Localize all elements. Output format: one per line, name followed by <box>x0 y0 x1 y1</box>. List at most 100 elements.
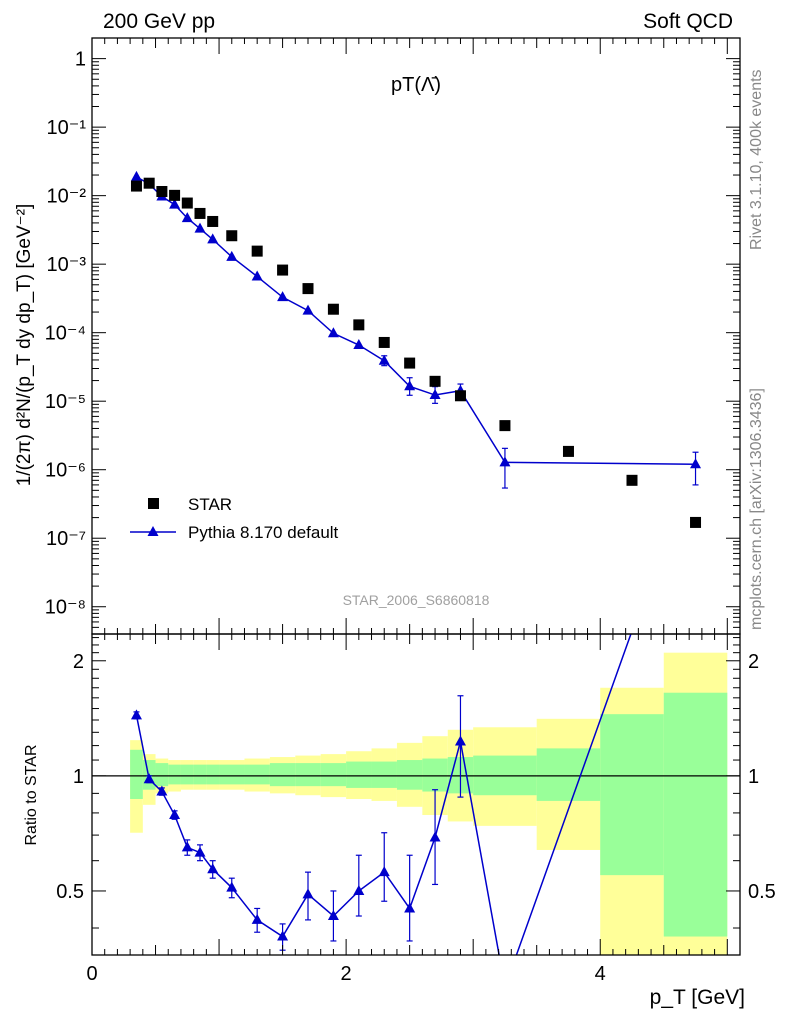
stat-uncertainty-band <box>219 764 245 785</box>
ratio-point <box>169 809 181 820</box>
mc-line <box>136 176 696 466</box>
ratio-frame <box>91 633 741 956</box>
ratio-y-tick-label: 1 <box>73 766 84 788</box>
y-tick-label: 10⁻⁸ <box>45 597 86 619</box>
ratio-point <box>327 910 339 921</box>
x-tick-label: 4 <box>595 963 606 985</box>
data-point <box>454 390 466 402</box>
stat-uncertainty-band <box>536 748 601 801</box>
data-point <box>226 230 238 242</box>
stat-uncertainty-band <box>295 763 321 787</box>
y-tick-label: 10⁻¹ <box>47 117 87 139</box>
stat-uncertainty-band <box>422 758 448 792</box>
data-point <box>562 445 574 457</box>
y-tick-label: 10⁻⁶ <box>45 460 86 482</box>
ratio-content <box>92 634 740 955</box>
y-tick-label: 10⁻³ <box>47 254 87 276</box>
data-point <box>404 357 416 369</box>
ratio-point <box>194 846 206 857</box>
data-point <box>302 283 314 295</box>
ratio-point <box>454 735 466 746</box>
ratio-point <box>251 913 263 924</box>
mc-point <box>378 354 390 365</box>
data-point <box>626 474 638 486</box>
mc-point <box>169 198 181 209</box>
ratio-point <box>277 930 289 941</box>
data-point <box>378 336 390 348</box>
mc-point <box>181 212 193 223</box>
rivet-label: Rivet 3.1.10, 400k events <box>748 69 765 250</box>
data-point <box>277 264 289 276</box>
stat-uncertainty-band <box>269 763 296 787</box>
stat-uncertainty-band <box>193 764 207 785</box>
ratio-point <box>404 902 416 913</box>
stat-uncertainty-band <box>600 714 664 876</box>
mc-point <box>353 339 365 350</box>
ratio-point <box>130 709 142 720</box>
mcplots-label: mcplots.cern.ch [arXiv:1306.3436] <box>748 388 765 630</box>
stat-uncertainty-band <box>244 764 270 785</box>
ratio-y-tick-label: 2 <box>73 651 84 673</box>
mc-point <box>404 380 416 391</box>
legend-label-mc: Pythia 8.170 default <box>188 523 339 542</box>
main-ylabel: 1/(2π) d²N/(p_T dy dp_T) [GeV⁻²] <box>14 204 35 487</box>
data-point <box>353 319 365 331</box>
stat-uncertainty-band <box>180 764 194 785</box>
y-tick-label: 10⁻² <box>47 186 87 208</box>
stat-uncertainty-band <box>371 761 397 788</box>
ratio-y-tick-label-right: 0.5 <box>748 881 776 903</box>
mc-point <box>251 270 263 281</box>
ratio-y-tick-label: 0.5 <box>56 881 84 903</box>
stat-uncertainty-band <box>155 763 169 787</box>
mc-point <box>226 250 238 261</box>
ratio-point <box>226 881 238 892</box>
ratio-point <box>429 831 441 842</box>
legend-marker-star <box>148 498 159 509</box>
ratio-point <box>353 884 365 895</box>
y-tick-label: 10⁻⁴ <box>45 323 86 345</box>
y-tick-label: 10⁻⁵ <box>45 391 86 413</box>
stat-uncertainty-band <box>320 763 347 787</box>
ratio-ylabel: Ratio to STAR <box>23 744 40 845</box>
x-axis-label: p_T [GeV] <box>650 986 745 1009</box>
data-point <box>429 375 441 387</box>
mc-point <box>690 458 702 469</box>
watermark: STAR_2006_S6860818 <box>343 592 490 608</box>
mc-point <box>207 233 219 244</box>
header-left: 200 GeV pp <box>103 10 215 33</box>
mc-point <box>499 456 511 467</box>
data-point <box>143 177 155 189</box>
data-point <box>327 303 339 315</box>
stat-uncertainty-band <box>346 761 372 788</box>
mc-series <box>130 170 702 489</box>
legend-label-star: STAR <box>188 495 232 514</box>
mc-point <box>277 291 289 302</box>
x-tick-label: 0 <box>86 963 97 985</box>
stat-uncertainty-band <box>168 764 181 785</box>
data-point <box>207 215 219 227</box>
main-panel: 10⁻⁸ 10⁻⁷ 10⁻⁶ 10⁻⁵ 10⁻⁴ 10⁻³ 10⁻² 10⁻¹ 1 <box>45 37 741 635</box>
data-point <box>156 185 168 197</box>
mc-point <box>194 222 206 233</box>
x-tick-label: 2 <box>341 963 352 985</box>
ratio-point <box>181 841 193 852</box>
ratio-point <box>378 866 390 877</box>
data-point <box>499 420 511 432</box>
ratio-point <box>207 863 219 874</box>
main-title: pT(Λ̄) <box>391 74 441 96</box>
ratio-y-tick-label-right: 1 <box>748 766 759 788</box>
mc-point <box>302 304 314 315</box>
data-point <box>194 207 206 219</box>
data-point <box>130 180 142 192</box>
data-point <box>251 245 263 257</box>
stat-uncertainty-band <box>206 764 220 785</box>
ratio-point <box>143 773 155 784</box>
mc-point <box>327 327 339 338</box>
header-right: Soft QCD <box>643 10 733 33</box>
y-tick-label: 10⁻⁷ <box>46 528 86 550</box>
stat-uncertainty-band <box>663 692 728 937</box>
stat-uncertainty-band <box>130 749 143 799</box>
legend-marker-mc <box>147 526 159 536</box>
data-point <box>169 189 181 201</box>
legend: STAR Pythia 8.170 default <box>130 495 339 542</box>
